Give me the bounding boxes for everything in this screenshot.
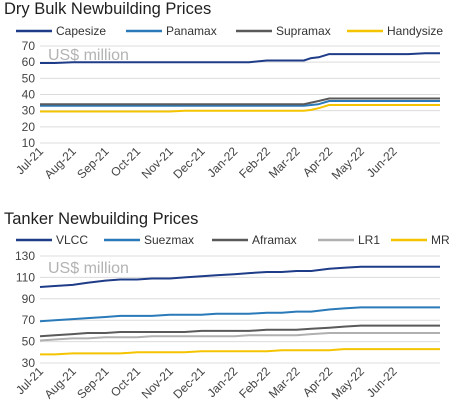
x-tick-label: Feb-22 xyxy=(236,144,273,181)
x-tick-label: Mar-22 xyxy=(266,144,303,181)
legend-label: LR1 xyxy=(358,233,380,247)
series-line-panamax xyxy=(40,100,440,107)
x-tick-label: Nov-21 xyxy=(139,364,176,401)
x-tick-label: Sep-21 xyxy=(74,364,111,401)
x-tick-label: May-22 xyxy=(329,144,367,182)
series-line-suezmax xyxy=(39,306,440,323)
x-tick-label: Dec-21 xyxy=(170,144,207,181)
x-tick-label: Oct-21 xyxy=(108,144,144,180)
y-tick-label: 10 xyxy=(22,136,36,150)
y-tick-label: 50 xyxy=(22,335,36,349)
x-tick-label: Oct-21 xyxy=(108,364,144,400)
x-tick-label: Jun-22 xyxy=(364,144,400,180)
legend-label: Panamax xyxy=(166,24,217,38)
series-line-supramax xyxy=(40,97,440,106)
y-tick-label: 70 xyxy=(22,39,36,53)
y-tick-label: 70 xyxy=(22,313,36,327)
legend-label: Aframax xyxy=(252,233,297,247)
x-tick-label: Dec-21 xyxy=(170,364,207,401)
tanker-chart-panel: Tanker Newbuilding Prices 30 50 70 90 110 130… xyxy=(0,210,458,418)
unit-label: US$ million xyxy=(48,260,129,277)
y-tick-label: 110 xyxy=(16,270,35,284)
dry-bulk-chart-panel: Dry Bulk Newbuilding Prices 10 20 30 40 50 60… xyxy=(4,0,443,182)
y-tick-label: 90 xyxy=(22,292,36,306)
series-line-capesize xyxy=(40,52,440,64)
y-tick-label: 130 xyxy=(15,249,35,263)
x-tick-label: Nov-21 xyxy=(139,144,176,181)
x-tick-label: Jan-22 xyxy=(204,364,240,400)
x-tick-label: Aug-21 xyxy=(42,144,79,181)
y-tick-label: 60 xyxy=(22,55,36,69)
x-tick-label: Jun-22 xyxy=(364,364,400,400)
chart-title: Dry Bulk Newbuilding Prices xyxy=(4,0,212,18)
x-tick-label: Jan-22 xyxy=(204,144,240,180)
legend-label: Capesize xyxy=(56,24,106,38)
legend-label: Supramax xyxy=(276,24,331,38)
x-tick-label: Sep-21 xyxy=(74,144,111,181)
y-tick-label: 20 xyxy=(22,120,36,134)
legend-label: Suezmax xyxy=(144,233,194,247)
series-line-aframax xyxy=(39,324,440,338)
x-tick-label: Mar-22 xyxy=(266,364,303,401)
x-tick-label: Feb-22 xyxy=(236,364,273,401)
series-line-mr xyxy=(40,348,440,356)
y-tick-label: 30 xyxy=(22,104,36,118)
chart-title: Tanker Newbuilding Prices xyxy=(4,210,199,228)
x-tick-label: Aug-21 xyxy=(42,364,79,401)
legend-label: Handysize xyxy=(387,24,443,38)
y-tick-label: 50 xyxy=(22,71,36,85)
series-line-handysize xyxy=(40,104,440,113)
unit-label: US$ million xyxy=(48,47,129,64)
legend-label: MR xyxy=(431,233,450,247)
legend-label: VLCC xyxy=(56,233,88,247)
series-line-vlcc xyxy=(39,265,440,288)
series-line-lr1 xyxy=(39,332,440,342)
x-tick-label: May-22 xyxy=(329,364,367,402)
y-tick-label: 40 xyxy=(22,88,36,102)
y-tick-label: 30 xyxy=(22,356,36,370)
